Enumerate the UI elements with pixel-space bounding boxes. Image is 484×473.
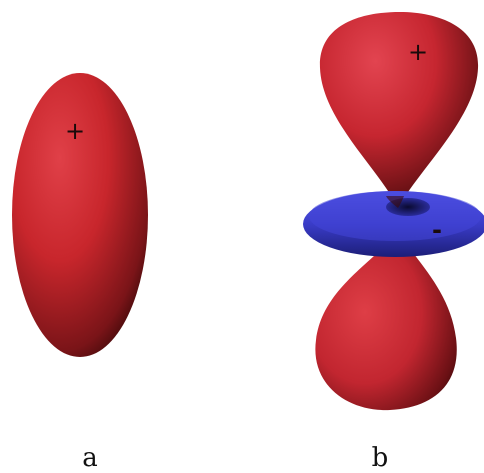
- positive-lobe-a: [12, 73, 148, 357]
- negative-torus-b: [303, 191, 484, 257]
- panel-label-a: a: [82, 443, 98, 473]
- positive-upper-lobe-b: [319, 12, 479, 208]
- upper-lobe-sign-b: +: [408, 38, 428, 66]
- panel-a: + a: [12, 73, 148, 473]
- lobe-sign-a: +: [65, 117, 85, 145]
- torus-sign-b: -: [432, 216, 442, 244]
- panel-b: + - b: [303, 12, 484, 473]
- panel-label-b: b: [372, 443, 389, 473]
- positive-lower-lobe-b: [315, 232, 457, 411]
